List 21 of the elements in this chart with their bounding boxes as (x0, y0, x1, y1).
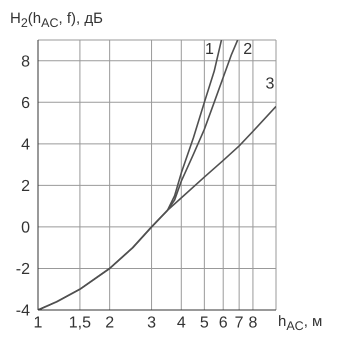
y-axis-title: H$_{2}$(h$_{AC}$, f), дБ (10, 10, 103, 30)
y-tick-label: 6 (21, 94, 30, 112)
y-tick-label: -2 (16, 261, 30, 278)
y-tick-label: -4 (16, 302, 30, 320)
x-tick-label: 6 (218, 314, 228, 332)
series-label: 1 (205, 41, 214, 58)
x-axis-title: h$_{AC}$, м (278, 313, 322, 333)
x-tick-label: 7 (234, 314, 244, 332)
x-tick-label: 2 (105, 314, 114, 332)
y-tick-label: 8 (21, 53, 30, 70)
x-tick-label: 5 (200, 314, 209, 332)
series-label: 3 (266, 75, 275, 92)
x-tick-label: 1 (34, 314, 43, 332)
series-label: 2 (243, 41, 252, 58)
y-tick-label: 2 (21, 178, 30, 196)
x-tick-label: 4 (176, 314, 186, 332)
x-tick-label: 3 (147, 314, 156, 332)
y-tick-label: 0 (21, 220, 30, 237)
x-tick-label: 1,5 (68, 314, 92, 332)
y-tick-label: 4 (21, 136, 30, 154)
x-tick-label: 8 (248, 314, 258, 332)
